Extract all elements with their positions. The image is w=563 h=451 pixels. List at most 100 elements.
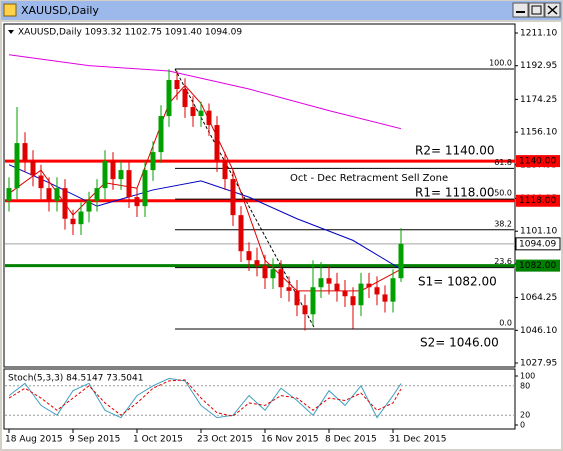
fib-label: 38.2 <box>494 219 512 228</box>
candle-body <box>134 197 140 207</box>
candle-body <box>158 116 164 153</box>
moving-average <box>8 54 402 130</box>
candle-body <box>238 215 244 252</box>
title-bar <box>1 1 562 20</box>
candle-body <box>294 290 300 306</box>
candle-body <box>374 287 380 295</box>
candle-body <box>54 188 60 201</box>
candle-body <box>38 175 44 189</box>
level-label-box <box>516 155 560 168</box>
y-tick-label: 1192.95 <box>520 61 557 71</box>
fib-label: 0.0 <box>499 319 512 328</box>
candle-body <box>262 265 268 279</box>
candle-body <box>310 287 316 315</box>
minimize-button[interactable] <box>512 2 529 18</box>
y-tick-label: 1027.95 <box>520 359 557 369</box>
candle-body <box>214 125 220 162</box>
stoch-panel <box>3 368 516 430</box>
stoch-tick-label: 100 <box>520 372 535 381</box>
candle-body <box>222 161 228 180</box>
candle-body <box>62 188 68 219</box>
candle-body <box>358 283 364 306</box>
y-tick-label: 1101.10 <box>520 227 557 237</box>
candle-body <box>270 269 276 279</box>
candle-body <box>398 243 404 279</box>
candle-body <box>230 179 236 216</box>
stoch-line <box>8 379 402 417</box>
chart-header: XAUUSD,Daily 1093.32 1102.75 1091.40 109… <box>18 28 242 38</box>
candle-body <box>390 278 396 302</box>
level-label-box <box>516 259 560 272</box>
annotation: S1= 1082.00 <box>418 275 497 289</box>
y-tick-label: 1156.10 <box>520 128 557 138</box>
candle-body <box>14 143 20 189</box>
candle-body <box>254 260 260 266</box>
candle-body <box>46 188 52 201</box>
stoch-tick-label: 80 <box>520 381 530 390</box>
annotation: S2= 1046.00 <box>420 336 499 350</box>
y-tick-label: 1046.10 <box>520 326 557 336</box>
candle-body <box>126 170 132 198</box>
candle-body <box>94 188 100 201</box>
candle-body <box>70 218 76 225</box>
candle-body <box>6 188 12 201</box>
candle-body <box>86 200 92 212</box>
fib-label: 50.0 <box>494 189 512 198</box>
candle-body <box>382 294 388 302</box>
candle-body <box>198 110 204 117</box>
candle-body <box>342 290 348 297</box>
x-tick-label: 31 Dec 2015 <box>389 435 447 445</box>
header-arrow <box>8 30 14 34</box>
annotation: R1= 1118.00 <box>415 186 494 200</box>
maximize-button[interactable] <box>528 2 545 18</box>
x-tick-label: 16 Nov 2015 <box>261 435 319 445</box>
y-tick-label: 1174.25 <box>520 95 557 105</box>
candle-body <box>334 283 340 291</box>
x-tick-label: 18 Aug 2015 <box>5 435 63 445</box>
annotation: Oct - Dec Retracment Sell Zone <box>290 173 448 184</box>
stoch-title: Stoch(5,3,3) 84.5147 73.5041 <box>8 374 143 384</box>
candle-body <box>22 143 28 162</box>
maximize-glyph <box>531 5 542 15</box>
candle-body <box>190 107 196 117</box>
x-tick-label: 8 Dec 2015 <box>325 435 377 445</box>
annotation: R2= 1140.00 <box>415 144 494 158</box>
y-tick-label: 1064.25 <box>520 293 557 303</box>
candle-body <box>350 296 356 306</box>
level-label: 1082.00 <box>519 261 556 271</box>
level-label: 1094.09 <box>519 239 556 249</box>
level-label: 1140.00 <box>519 157 556 167</box>
stoch-tick-label: 0 <box>520 421 525 430</box>
window-title: XAUUSD,Daily <box>21 4 99 17</box>
candle-body <box>110 161 116 180</box>
moving-average <box>8 84 402 292</box>
candle-body <box>286 287 292 291</box>
window-icon <box>3 3 17 17</box>
candle-body <box>278 269 284 288</box>
candle-body <box>166 80 172 117</box>
x-tick-label: 23 Oct 2015 <box>197 435 253 445</box>
x-tick-label: 1 Oct 2015 <box>133 435 183 445</box>
level-label-box <box>515 237 561 251</box>
close-glyph <box>547 5 558 15</box>
fib-label: 61.8 <box>494 158 512 167</box>
candle-body <box>326 278 332 284</box>
candle-body <box>102 161 108 189</box>
candle-body <box>78 211 84 225</box>
candle-body <box>246 251 252 261</box>
level-label: 1118.00 <box>519 196 556 206</box>
candle-body <box>182 89 188 108</box>
x-tick-label: 9 Sep 2015 <box>69 435 120 445</box>
y-tick-label: 1211.10 <box>520 29 557 39</box>
candle-body <box>174 80 180 90</box>
candle-body <box>366 283 372 288</box>
candle-body <box>30 161 36 176</box>
stoch-line <box>8 377 402 419</box>
candle-body <box>142 170 148 207</box>
candle-body <box>150 152 156 171</box>
candle-body <box>206 110 212 126</box>
main-panel <box>3 23 516 368</box>
fib-label: 23.6 <box>494 257 512 266</box>
candle-body <box>118 170 124 180</box>
